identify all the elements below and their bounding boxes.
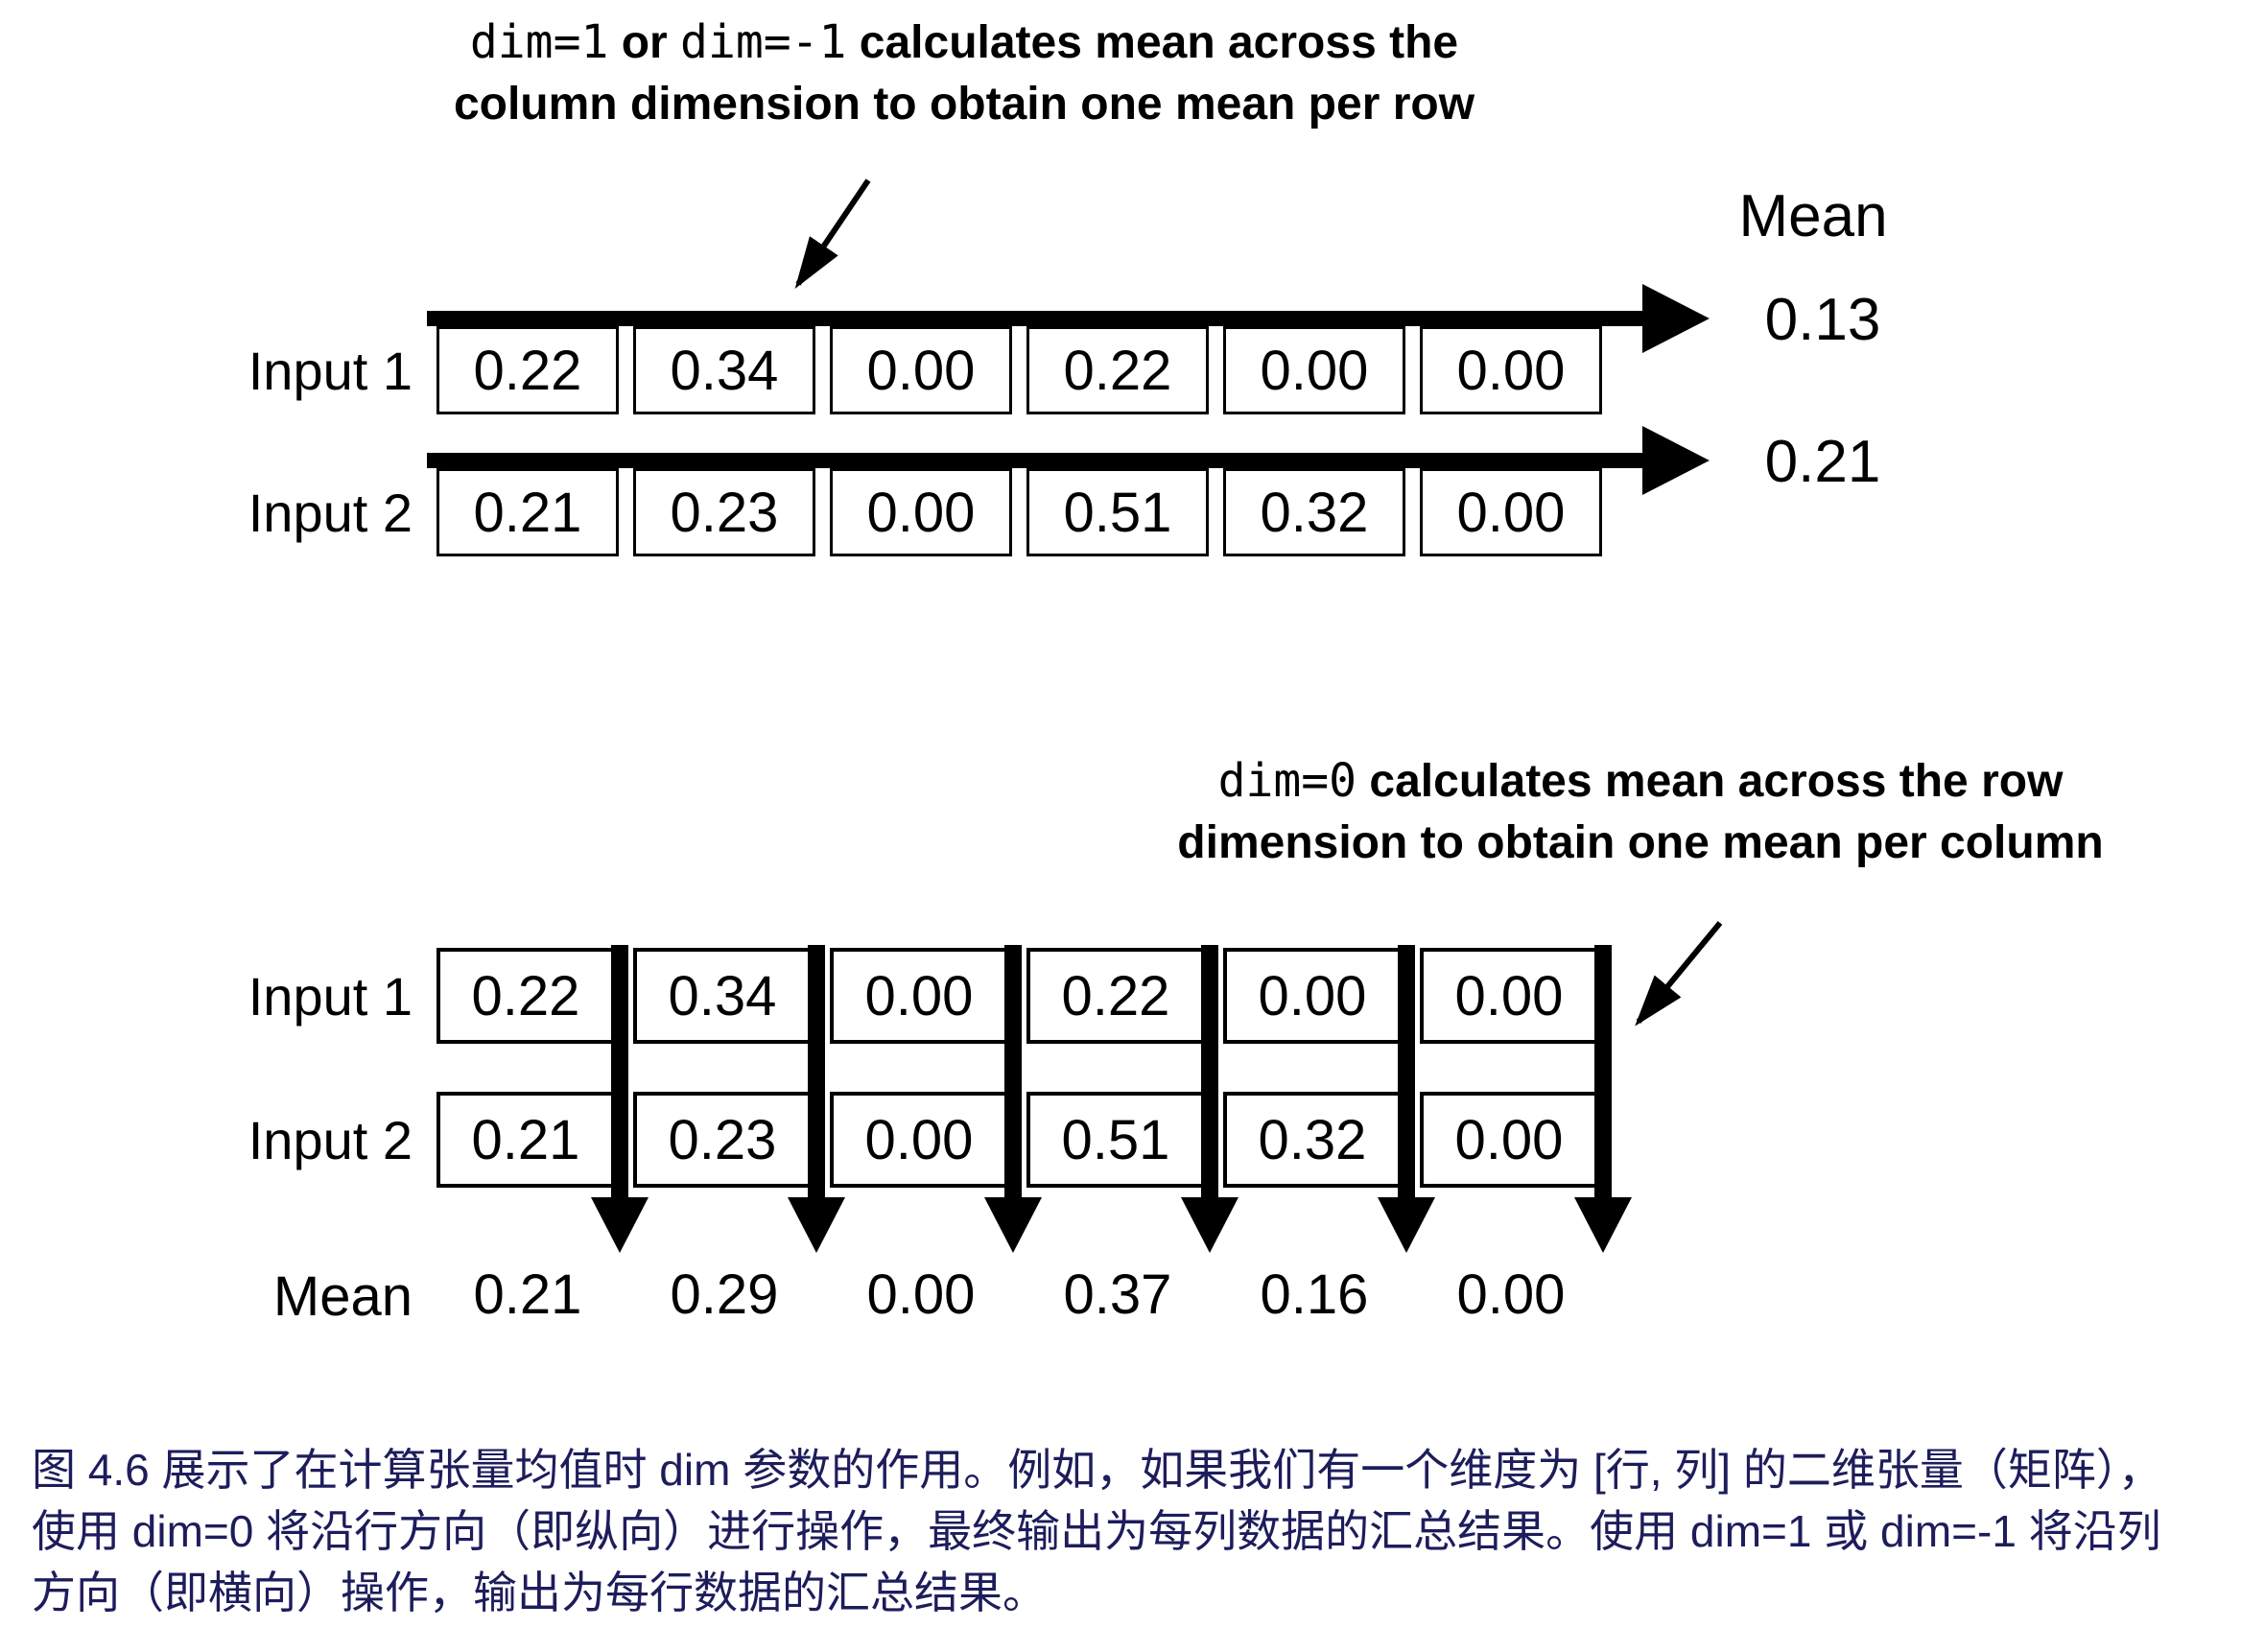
row1-mean-value: 0.13 xyxy=(1764,287,1881,353)
bottom-row1-cell: 0.00 xyxy=(830,948,1008,1044)
down-arrow-shaft-col3 xyxy=(1004,945,1022,1197)
top-row1-cell: 0.00 xyxy=(1420,326,1602,414)
bottom-input2-label: Input 2 xyxy=(248,1109,413,1170)
top-row2-cell: 0.23 xyxy=(633,468,815,556)
top-row2-cell: 0.32 xyxy=(1223,468,1405,556)
down-arrow-head-col2-icon xyxy=(788,1197,845,1253)
bottom-row1-cell: 0.00 xyxy=(1223,948,1402,1044)
top-row1-cell: 0.22 xyxy=(1026,326,1209,414)
bottom-row1-cell: 0.00 xyxy=(1420,948,1598,1044)
right-arrow-head-row2-icon xyxy=(1642,426,1710,495)
right-arrow-shaft-row2 xyxy=(427,453,1644,468)
bottom-row1-cell: 0.22 xyxy=(1026,948,1205,1044)
bottom-annotation-code-dim0: dim=0 xyxy=(1217,754,1357,808)
down-arrow-head-col1-icon xyxy=(591,1197,649,1253)
column-mean-value: 0.00 xyxy=(1456,1263,1566,1326)
top-row1-cell: 0.00 xyxy=(1223,326,1405,414)
bottom-row2-cell: 0.21 xyxy=(436,1092,615,1188)
bottom-row2-cell: 0.00 xyxy=(1420,1092,1598,1188)
top-row2-cell: 0.00 xyxy=(830,468,1012,556)
down-arrow-shaft-col5 xyxy=(1398,945,1415,1197)
top-annotation-line2: column dimension to obtain one mean per … xyxy=(453,79,1475,130)
top-annotation-or: or xyxy=(608,17,681,68)
top-input2-label: Input 2 xyxy=(248,482,413,543)
top-row2-cell: 0.21 xyxy=(436,468,619,556)
top-row2-cell: 0.00 xyxy=(1420,468,1602,556)
top-row1-cell: 0.00 xyxy=(830,326,1012,414)
top-annotation-arrow-icon xyxy=(794,178,871,289)
top-row1-cell: 0.22 xyxy=(436,326,619,414)
right-arrow-head-row1-icon xyxy=(1642,284,1710,353)
down-arrow-head-col4-icon xyxy=(1181,1197,1238,1253)
top-row2-cell: 0.51 xyxy=(1026,468,1209,556)
top-annotation-code-dim1: dim=1 xyxy=(469,15,609,69)
bottom-annotation-arrow-icon xyxy=(1635,921,1723,1027)
down-arrow-shaft-col2 xyxy=(808,945,825,1197)
top-row1-cell: 0.34 xyxy=(633,326,815,414)
figure-caption-line3: 方向（即横向）操作，输出为每行数据的汇总结果。 xyxy=(32,1568,1047,1617)
figure-caption-line1: 图 4.6 展示了在计算张量均值时 dim 参数的作用。例如，如果我们有一个维度… xyxy=(32,1445,2162,1495)
down-arrow-shaft-col6 xyxy=(1594,945,1612,1197)
top-annotation-rest: calculates mean across the xyxy=(846,17,1459,68)
down-arrow-head-col6-icon xyxy=(1574,1197,1632,1253)
figure-caption-line2: 使用 dim=0 将沿行方向（即纵向）进行操作，最终输出为每列数据的汇总结果。使… xyxy=(32,1506,2161,1556)
bottom-annotation-line2: dimension to obtain one mean per column xyxy=(1177,817,2104,868)
down-arrow-head-col5-icon xyxy=(1378,1197,1435,1253)
top-annotation: dim=1 or dim=-1 calculates mean across t… xyxy=(317,12,1612,135)
bottom-mean-label: Mean xyxy=(272,1264,413,1328)
bottom-row2-cell: 0.51 xyxy=(1026,1092,1205,1188)
bottom-annotation-line1: dim=0 calculates mean across the row xyxy=(998,750,2241,813)
column-mean-value: 0.16 xyxy=(1260,1263,1369,1326)
bottom-row1-cell: 0.22 xyxy=(436,948,615,1044)
bottom-row1-cell: 0.34 xyxy=(633,948,812,1044)
bottom-annotation-rest: calculates mean across the row xyxy=(1356,756,2064,807)
bottom-input1-label: Input 1 xyxy=(248,965,413,1027)
bottom-annotation: dim=0 calculates mean across the row dim… xyxy=(998,750,2241,874)
column-mean-value: 0.00 xyxy=(866,1263,976,1326)
down-arrow-shaft-col4 xyxy=(1201,945,1218,1197)
row2-mean-value: 0.21 xyxy=(1764,429,1881,495)
down-arrow-shaft-col1 xyxy=(611,945,628,1197)
mean-column-header: Mean xyxy=(1738,183,1888,249)
right-arrow-shaft-row1 xyxy=(427,311,1644,326)
bottom-row2-cell: 0.23 xyxy=(633,1092,812,1188)
column-mean-value: 0.21 xyxy=(473,1263,582,1326)
top-annotation-line1: dim=1 or dim=-1 calculates mean across t… xyxy=(317,12,1612,74)
column-mean-value: 0.37 xyxy=(1063,1263,1172,1326)
bottom-row2-cell: 0.00 xyxy=(830,1092,1008,1188)
column-mean-value: 0.29 xyxy=(670,1263,779,1326)
down-arrow-head-col3-icon xyxy=(984,1197,1042,1253)
bottom-row2-cell: 0.32 xyxy=(1223,1092,1402,1188)
top-annotation-code-dim-neg1: dim=-1 xyxy=(680,15,847,69)
figure-caption: 图 4.6 展示了在计算张量均值时 dim 参数的作用。例如，如果我们有一个维度… xyxy=(32,1439,2229,1623)
top-input1-label: Input 1 xyxy=(248,340,413,401)
